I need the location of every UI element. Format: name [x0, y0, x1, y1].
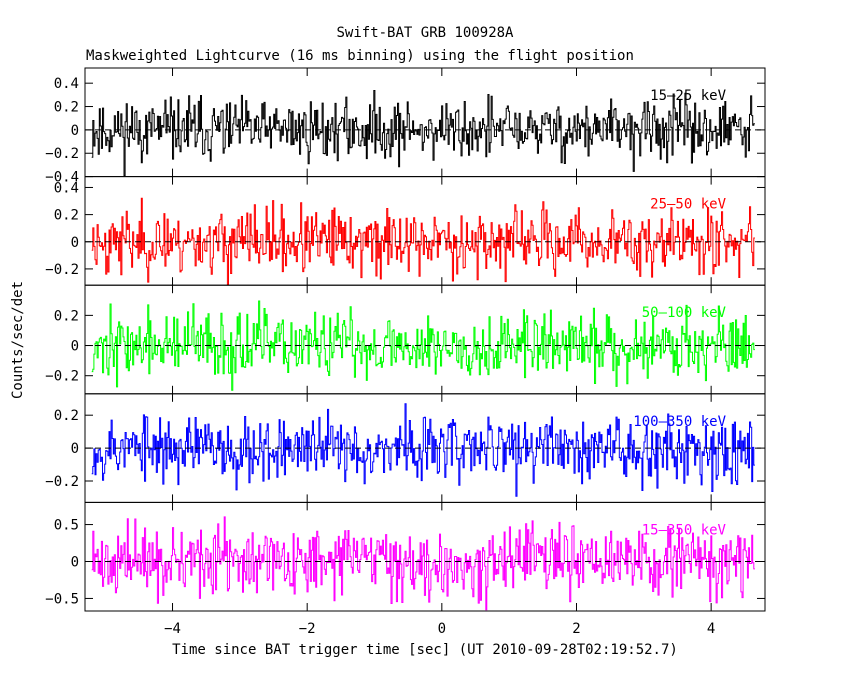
- y-tick-label: 0.2: [54, 408, 79, 424]
- x-tick-label: 0: [438, 621, 446, 637]
- y-tick-label: 0: [71, 555, 79, 571]
- x-tick-label: −4: [164, 621, 181, 637]
- y-tick-label: 0.4: [54, 180, 79, 196]
- y-tick-label: 0: [71, 123, 79, 139]
- x-axis: −4 −2 0 2 4: [164, 621, 715, 637]
- panel-band-label: 15–350 keV: [642, 522, 727, 538]
- y-tick-label: −0.2: [45, 369, 79, 385]
- panel-3: −0.2 0 0.2 50–100 keV: [45, 284, 766, 395]
- panel-band-label: 100–350 keV: [633, 414, 726, 430]
- x-axis-label: Time since BAT trigger time [sec] (UT 20…: [172, 642, 678, 658]
- panel-band-label: 50–100 keV: [642, 305, 727, 321]
- panels-group: −0.4 −0.2 0 0.2 0.4 15–25 keV −0.2 0 0.2 0.4 25–50…: [45, 67, 766, 612]
- y-tick-label: −0.2: [45, 262, 79, 278]
- lightcurve-series: [91, 403, 755, 497]
- chart-title: Swift-BAT GRB 100928A: [336, 25, 514, 41]
- panel-2: −0.2 0 0.2 0.4 25–50 keV: [45, 176, 766, 286]
- lightcurve-series: [91, 300, 755, 391]
- x-tick-label: −2: [299, 621, 316, 637]
- y-tick-label: 0: [71, 235, 79, 251]
- lightcurve-series: [91, 90, 755, 177]
- panel-1: −0.4 −0.2 0 0.2 0.4 15–25 keV: [45, 67, 766, 186]
- y-tick-label: 0.2: [54, 308, 79, 324]
- lightcurve-series: [91, 516, 755, 611]
- y-tick-label: −0.5: [45, 591, 79, 607]
- y-tick-label: −0.4: [45, 170, 79, 186]
- panel-band-label: 25–50 keV: [650, 197, 726, 213]
- y-tick-label: 0: [71, 441, 79, 457]
- x-tick-label: 4: [707, 621, 715, 637]
- x-tick-label: 2: [572, 621, 580, 637]
- y-tick-label: 0.2: [54, 100, 79, 116]
- y-tick-label: 0.4: [54, 76, 79, 92]
- y-tick-label: −0.2: [45, 474, 79, 490]
- y-tick-label: 0: [71, 339, 79, 355]
- y-axis-label: Counts/sec/det: [10, 281, 26, 399]
- panel-frame: [84, 176, 766, 286]
- panel-5: −0.5 0 0.5 15–350 keV: [45, 501, 766, 612]
- y-tick-label: 0.2: [54, 208, 79, 224]
- panel-4: −0.2 0 0.2 100–350 keV: [45, 393, 766, 503]
- y-tick-label: −0.2: [45, 146, 79, 162]
- lightcurve-series: [91, 197, 755, 286]
- panel-frame: [84, 501, 766, 612]
- panel-band-label: 15–25 keV: [650, 88, 726, 104]
- chart-subtitle: Maskweighted Lightcurve (16 ms binning) …: [86, 48, 634, 64]
- y-tick-label: 0.5: [54, 518, 79, 534]
